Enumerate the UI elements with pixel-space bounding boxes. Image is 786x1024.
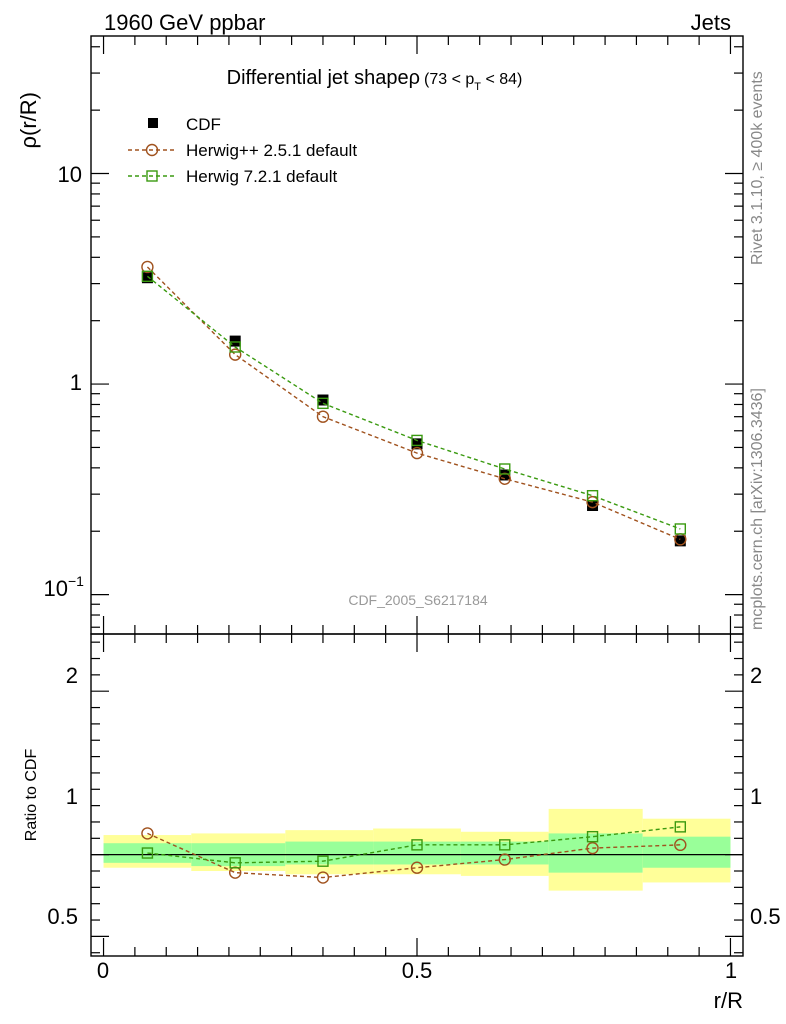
main-point-cdf [411, 438, 423, 450]
legend-marker-herwig7 [146, 170, 158, 182]
main-line-herwig-2-5-1-default [146, 266, 681, 540]
main-ytick-label: 1 [70, 370, 82, 395]
plot-title: Differential jet shapeρ [227, 67, 420, 89]
y-axis-label-main: ρ(r/R) [16, 92, 41, 149]
main-point-herwig-7-2-1-default [499, 463, 511, 475]
main-point-herwig-2-5-1-default [410, 446, 424, 460]
ratio-ytick-label: 2 [66, 663, 78, 688]
main-point-herwig-2-5-1-default [586, 495, 599, 509]
ratio-point-herwig-7-2-1-default [674, 821, 687, 833]
ratio-ytick-label-right: 2 [750, 663, 762, 688]
ratio-frame [90, 633, 744, 957]
rivet-version-label: Rivet 3.1.10, ≥ 400k events [749, 71, 766, 265]
mcplots-credit-label: mcplots.cern.ch [arXiv:1306.3436] [749, 388, 766, 630]
ratio-ytick-label: 0.5 [47, 904, 78, 929]
main-point-herwig-2-5-1-default [316, 410, 330, 423]
main-point-herwig-7-2-1-default [229, 341, 241, 353]
ratio-panel: 2 1 0.5 2 1 0.5 0 0.5 1 Ratio to CDF r/R [23, 633, 781, 1013]
ratio-point-herwig-2-5-1-default [410, 861, 424, 874]
ratio-point-herwig-2-5-1-default [316, 871, 330, 884]
analysis-watermark: CDF_2005_S6217184 [348, 592, 488, 608]
main-data-layer [141, 260, 687, 547]
ratio-point-herwig-2-5-1-default [141, 827, 154, 840]
plot-title-range: (73 < pT < 84) [424, 71, 522, 93]
main-ytick-label: 10 [44, 576, 68, 601]
main-point-herwig-2-5-1-default [228, 348, 242, 361]
main-ytick-label: 10 [58, 162, 82, 187]
ratio-ytick-label-right: 0.5 [750, 904, 781, 929]
x-axis-label: r/R [714, 988, 743, 1013]
main-point-cdf [499, 469, 511, 481]
ratio-point-herwig-2-5-1-default [674, 838, 687, 852]
ratio-band-inner [285, 841, 374, 865]
header-process-label: Jets [691, 10, 731, 35]
main-point-cdf [674, 535, 686, 547]
legend: CDF Herwig++ 2.5.1 default Herwig 7.2.1 … [128, 115, 357, 186]
ratio-point-herwig-2-5-1-default [498, 853, 511, 866]
main-point-herwig-7-2-1-default [586, 489, 599, 502]
ratio-xtick-label: 1 [725, 958, 737, 983]
ratio-point-herwig-7-2-1-default [317, 855, 329, 867]
legend-marker-cdf [148, 118, 158, 128]
main-tick-labels: 10 1 10 −1 [44, 162, 85, 601]
main-axis-ticks [91, 36, 743, 634]
ratio-point-herwig-2-5-1-default [586, 841, 599, 855]
ratio-point-herwig-7-2-1-default [499, 839, 511, 851]
ratio-band-inner [642, 836, 731, 868]
header-energy-label: 1960 GeV ppbar [104, 10, 265, 35]
ratio-point-herwig-7-2-1-default [411, 839, 423, 851]
legend-label-herwig7: Herwig 7.2.1 default [186, 167, 337, 186]
legend-label-cdf: CDF [186, 115, 221, 134]
main-point-cdf [587, 499, 599, 511]
ratio-band-inner [373, 841, 461, 865]
legend-marker-herwigpp [145, 143, 159, 157]
ratio-band-inner [460, 841, 549, 865]
ratio-point-herwig-7-2-1-default [141, 847, 154, 859]
main-point-herwig-7-2-1-default [411, 434, 423, 447]
ratio-data-layer [141, 821, 687, 884]
main-point-herwig-2-5-1-default [498, 472, 511, 485]
main-panel: CDF_2005_S6217184 Differential jet shape… [16, 35, 744, 635]
legend-label-herwigpp: Herwig++ 2.5.1 default [186, 141, 357, 160]
y-axis-label-ratio: Ratio to CDF [23, 749, 40, 842]
main-point-herwig-7-2-1-default [317, 397, 329, 410]
main-point-herwig-7-2-1-default [674, 523, 687, 535]
ratio-ytick-label-right: 1 [750, 784, 762, 809]
ratio-axis-ticks [91, 634, 743, 956]
main-ytick-exponent: −1 [68, 573, 84, 589]
ratio-ytick-label: 1 [66, 784, 78, 809]
main-line-herwig-7-2-1-default [146, 275, 681, 530]
ratio-xtick-label: 0.5 [402, 958, 433, 983]
main-point-cdf [317, 394, 329, 406]
main-point-cdf [229, 335, 241, 347]
ratio-point-herwig-7-2-1-default [229, 857, 241, 869]
main-point-cdf [141, 272, 153, 284]
ratio-line-herwig-2-5-1-default [147, 832, 681, 879]
main-point-herwig-7-2-1-default [141, 270, 154, 282]
ratio-xtick-label: 0 [97, 958, 109, 983]
ratio-point-herwig-7-2-1-default [586, 830, 599, 843]
main-point-herwig-2-5-1-default [141, 260, 154, 274]
